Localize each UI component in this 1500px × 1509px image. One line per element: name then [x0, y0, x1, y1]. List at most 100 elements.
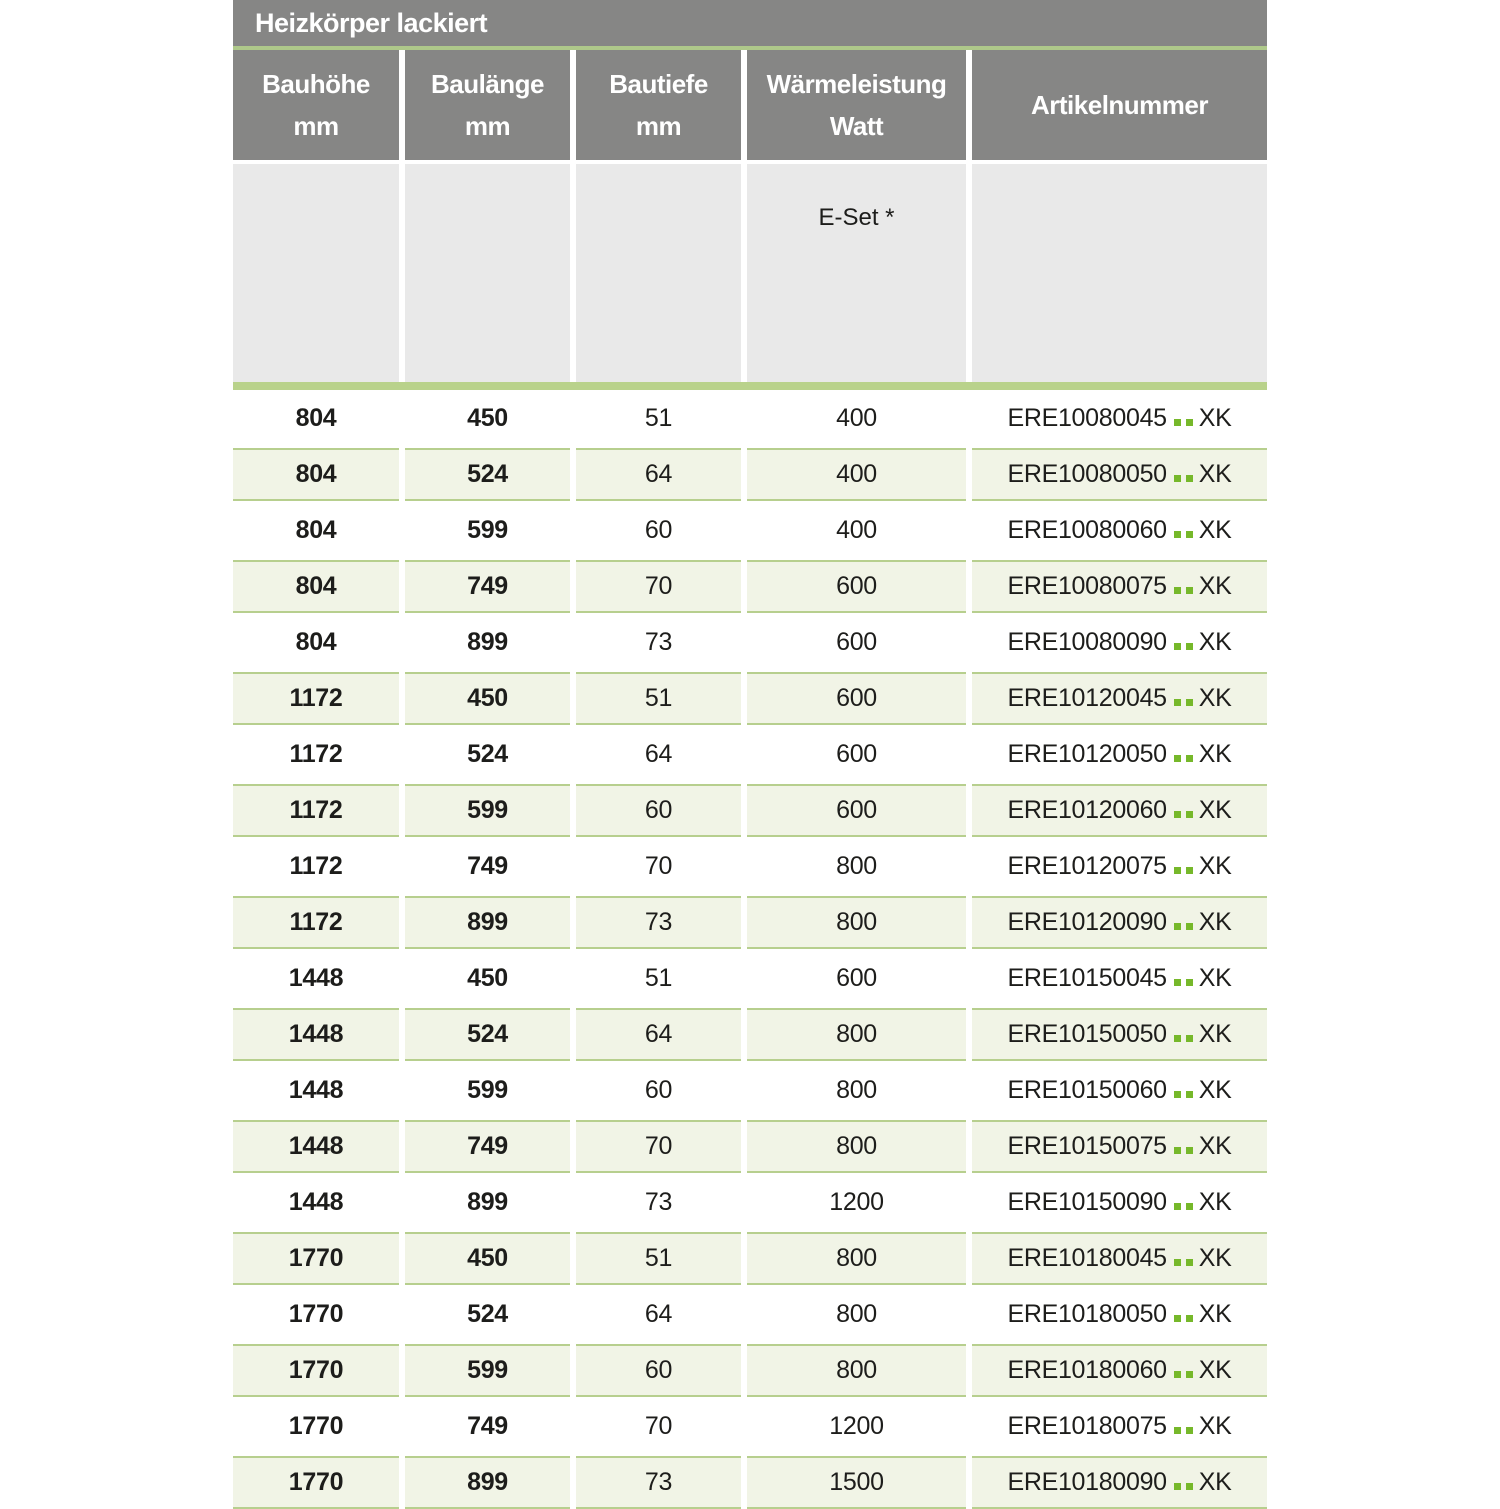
column-label: Baulänge: [430, 69, 545, 99]
artikelnummer-cell: ERE10080045 XK: [972, 392, 1267, 445]
waermeleistung-cell: 800: [747, 840, 966, 893]
data-rows: 804 450 51 400 ERE10080045 XK 804 524 64…: [233, 390, 1267, 1509]
baulaenge-cell: 450: [405, 952, 570, 1005]
bautiefe-cell: 73: [576, 616, 741, 669]
artikelnummer-suffix: XK: [1198, 796, 1232, 824]
color-placeholder-dot-icon: [1173, 1259, 1181, 1266]
column-label: Bautiefe: [609, 69, 708, 99]
table-row: 1172 599 60 600 ERE10120060 XK: [233, 784, 1267, 837]
color-placeholder-dot-icon: [1173, 1427, 1181, 1434]
bauhoehe-cell: 804: [233, 392, 399, 445]
artikelnummer-suffix: XK: [1198, 1020, 1232, 1048]
table-row: 1770 599 60 800 ERE10180060 XK: [233, 1344, 1267, 1397]
column-label: Artikelnummer: [1031, 90, 1209, 120]
color-placeholder-dot-icon: [1173, 1091, 1181, 1098]
baulaenge-cell: 450: [405, 392, 570, 445]
baulaenge-cell: 899: [405, 1456, 570, 1509]
table-row: 1770 450 51 800 ERE10180045 XK: [233, 1232, 1267, 1285]
title-divider: [233, 46, 1267, 50]
waermeleistung-cell: 800: [747, 1232, 966, 1285]
artikelnummer-cell: ERE10120050 XK: [972, 728, 1267, 781]
artikelnummer-prefix: ERE10180090: [1007, 1468, 1167, 1496]
baulaenge-cell: 599: [405, 1064, 570, 1117]
waermeleistung-cell: 800: [747, 1344, 966, 1397]
color-placeholder-dot-icon: [1185, 979, 1193, 986]
subheader-cell-waermeleistung: E-Set *: [747, 164, 966, 382]
artikelnummer-prefix: ERE10080060: [1007, 516, 1167, 544]
bauhoehe-cell: 1172: [233, 728, 399, 781]
waermeleistung-cell: 600: [747, 784, 966, 837]
artikelnummer-suffix: XK: [1198, 1244, 1232, 1272]
artikelnummer-cell: ERE10080090 XK: [972, 616, 1267, 669]
color-placeholder-dot-icon: [1173, 475, 1181, 482]
artikelnummer-suffix: XK: [1198, 1132, 1232, 1160]
baulaenge-cell: 899: [405, 896, 570, 949]
baulaenge-cell: 524: [405, 1008, 570, 1061]
bautiefe-cell: 64: [576, 1008, 741, 1061]
bauhoehe-cell: 1448: [233, 1008, 399, 1061]
bauhoehe-cell: 1448: [233, 1064, 399, 1117]
artikelnummer-suffix: XK: [1198, 908, 1232, 936]
bautiefe-cell: 64: [576, 1288, 741, 1341]
column-unit: Watt: [829, 111, 884, 141]
artikelnummer-suffix: XK: [1198, 404, 1232, 432]
baulaenge-cell: 524: [405, 728, 570, 781]
table-row: 1770 749 70 1200 ERE10180075 XK: [233, 1400, 1267, 1453]
column-unit: mm: [464, 111, 511, 141]
baulaenge-cell: 899: [405, 1176, 570, 1229]
artikelnummer-suffix: XK: [1198, 628, 1232, 656]
baulaenge-cell: 599: [405, 1344, 570, 1397]
color-placeholder-dot-icon: [1185, 1203, 1193, 1210]
color-placeholder-dot-icon: [1173, 643, 1181, 650]
color-placeholder-dot-icon: [1185, 699, 1193, 706]
artikelnummer-suffix: XK: [1198, 1468, 1232, 1496]
bauhoehe-cell: 1448: [233, 1120, 399, 1173]
artikelnummer-prefix: ERE10080090: [1007, 628, 1167, 656]
waermeleistung-cell: 800: [747, 1064, 966, 1117]
column-header-waermeleistung: Wärmeleistung Watt: [747, 50, 966, 160]
column-header-artikelnummer: Artikelnummer: [972, 50, 1267, 160]
color-placeholder-dot-icon: [1185, 1091, 1193, 1098]
waermeleistung-cell: 600: [747, 560, 966, 613]
bauhoehe-cell: 1172: [233, 784, 399, 837]
color-placeholder-dot-icon: [1173, 1035, 1181, 1042]
artikelnummer-suffix: XK: [1198, 964, 1232, 992]
bautiefe-cell: 70: [576, 1400, 741, 1453]
artikelnummer-prefix: ERE10080045: [1007, 404, 1167, 432]
color-placeholder-dot-icon: [1173, 1483, 1181, 1490]
bauhoehe-cell: 1172: [233, 896, 399, 949]
waermeleistung-cell: 800: [747, 1008, 966, 1061]
color-placeholder-dot-icon: [1185, 755, 1193, 762]
column-label: Wärmeleistung: [766, 69, 947, 99]
color-placeholder-dot-icon: [1185, 923, 1193, 930]
color-placeholder-dot-icon: [1185, 1427, 1193, 1434]
bautiefe-cell: 70: [576, 840, 741, 893]
table-row: 804 599 60 400 ERE10080060 XK: [233, 504, 1267, 557]
waermeleistung-cell: 800: [747, 896, 966, 949]
artikelnummer-cell: ERE10150050 XK: [972, 1008, 1267, 1061]
bautiefe-cell: 73: [576, 1176, 741, 1229]
bautiefe-cell: 60: [576, 1064, 741, 1117]
waermeleistung-cell: 1200: [747, 1176, 966, 1229]
color-placeholder-dot-icon: [1185, 1147, 1193, 1154]
artikelnummer-suffix: XK: [1198, 684, 1232, 712]
artikelnummer-prefix: ERE10120090: [1007, 908, 1167, 936]
baulaenge-cell: 524: [405, 448, 570, 501]
color-placeholder-dot-icon: [1185, 475, 1193, 482]
color-placeholder-dot-icon: [1185, 867, 1193, 874]
bauhoehe-cell: 1770: [233, 1456, 399, 1509]
color-placeholder-dot-icon: [1173, 1371, 1181, 1378]
color-placeholder-dot-icon: [1185, 1371, 1193, 1378]
bauhoehe-cell: 1770: [233, 1232, 399, 1285]
waermeleistung-cell: 600: [747, 616, 966, 669]
bauhoehe-cell: 1770: [233, 1400, 399, 1453]
artikelnummer-prefix: ERE10120050: [1007, 740, 1167, 768]
artikelnummer-prefix: ERE10080050: [1007, 460, 1167, 488]
color-placeholder-dot-icon: [1173, 1203, 1181, 1210]
bauhoehe-cell: 804: [233, 560, 399, 613]
baulaenge-cell: 599: [405, 504, 570, 557]
waermeleistung-cell: 600: [747, 952, 966, 1005]
artikelnummer-prefix: ERE10180050: [1007, 1300, 1167, 1328]
bauhoehe-cell: 1448: [233, 952, 399, 1005]
